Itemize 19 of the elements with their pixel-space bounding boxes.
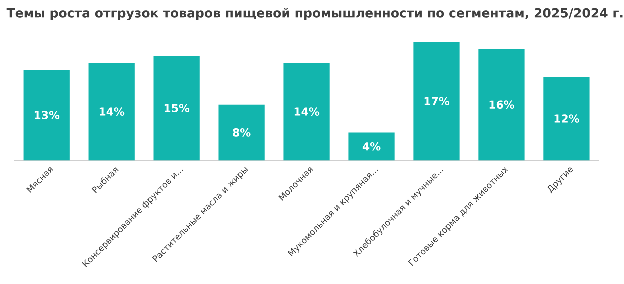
- bar: [154, 56, 200, 161]
- data-label: 12%: [554, 114, 580, 123]
- bar: [24, 70, 70, 161]
- data-label: 17%: [424, 97, 450, 106]
- bar: [348, 132, 395, 161]
- data-label: 4%: [362, 142, 381, 151]
- data-label: 13%: [34, 111, 60, 120]
- bar: [478, 49, 525, 161]
- data-label: 14%: [100, 108, 125, 116]
- bar: [544, 76, 590, 161]
- data-label: 8%: [233, 128, 251, 137]
- bar: [218, 104, 265, 161]
- data-label: 14%: [294, 108, 320, 116]
- chart-title: Темы роста отгрузок товаров пищевой промышленности по сегментам, 2025/2024 г.: [6, 8, 623, 20]
- bar: [414, 42, 460, 161]
- bar: [284, 63, 330, 161]
- bar: [88, 63, 135, 161]
- data-label: 16%: [490, 100, 515, 110]
- data-label: 15%: [164, 104, 190, 113]
